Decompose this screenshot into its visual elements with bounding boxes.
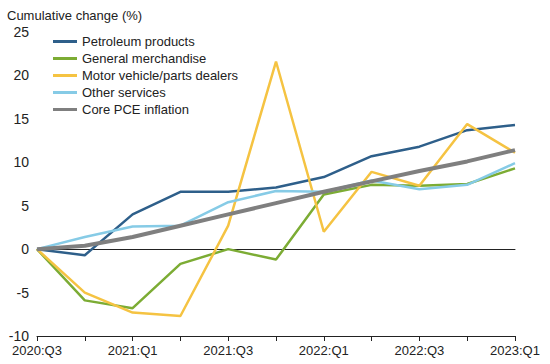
svg-text:Other services: Other services [82, 85, 166, 100]
svg-text:General merchandise: General merchandise [82, 51, 206, 66]
svg-text:-5: -5 [17, 285, 30, 301]
svg-text:2023:Q1: 2023:Q1 [490, 343, 540, 358]
svg-text:Core PCE inflation: Core PCE inflation [82, 102, 189, 117]
svg-text:5: 5 [21, 198, 29, 214]
svg-text:2022:Q1: 2022:Q1 [299, 343, 349, 358]
svg-text:2021:Q3: 2021:Q3 [203, 343, 253, 358]
svg-text:Cumulative change (%): Cumulative change (%) [7, 8, 142, 23]
svg-text:20: 20 [13, 67, 29, 83]
svg-text:-10: -10 [9, 328, 29, 344]
svg-text:Petroleum products: Petroleum products [82, 34, 195, 49]
svg-text:25: 25 [13, 24, 29, 40]
svg-text:Motor vehicle/parts dealers: Motor vehicle/parts dealers [82, 68, 239, 83]
svg-text:0: 0 [21, 241, 29, 257]
svg-text:15: 15 [13, 111, 29, 127]
svg-text:2020:Q3: 2020:Q3 [12, 343, 62, 358]
svg-text:10: 10 [13, 154, 29, 170]
svg-text:2021:Q1: 2021:Q1 [108, 343, 158, 358]
svg-text:2022:Q3: 2022:Q3 [394, 343, 444, 358]
